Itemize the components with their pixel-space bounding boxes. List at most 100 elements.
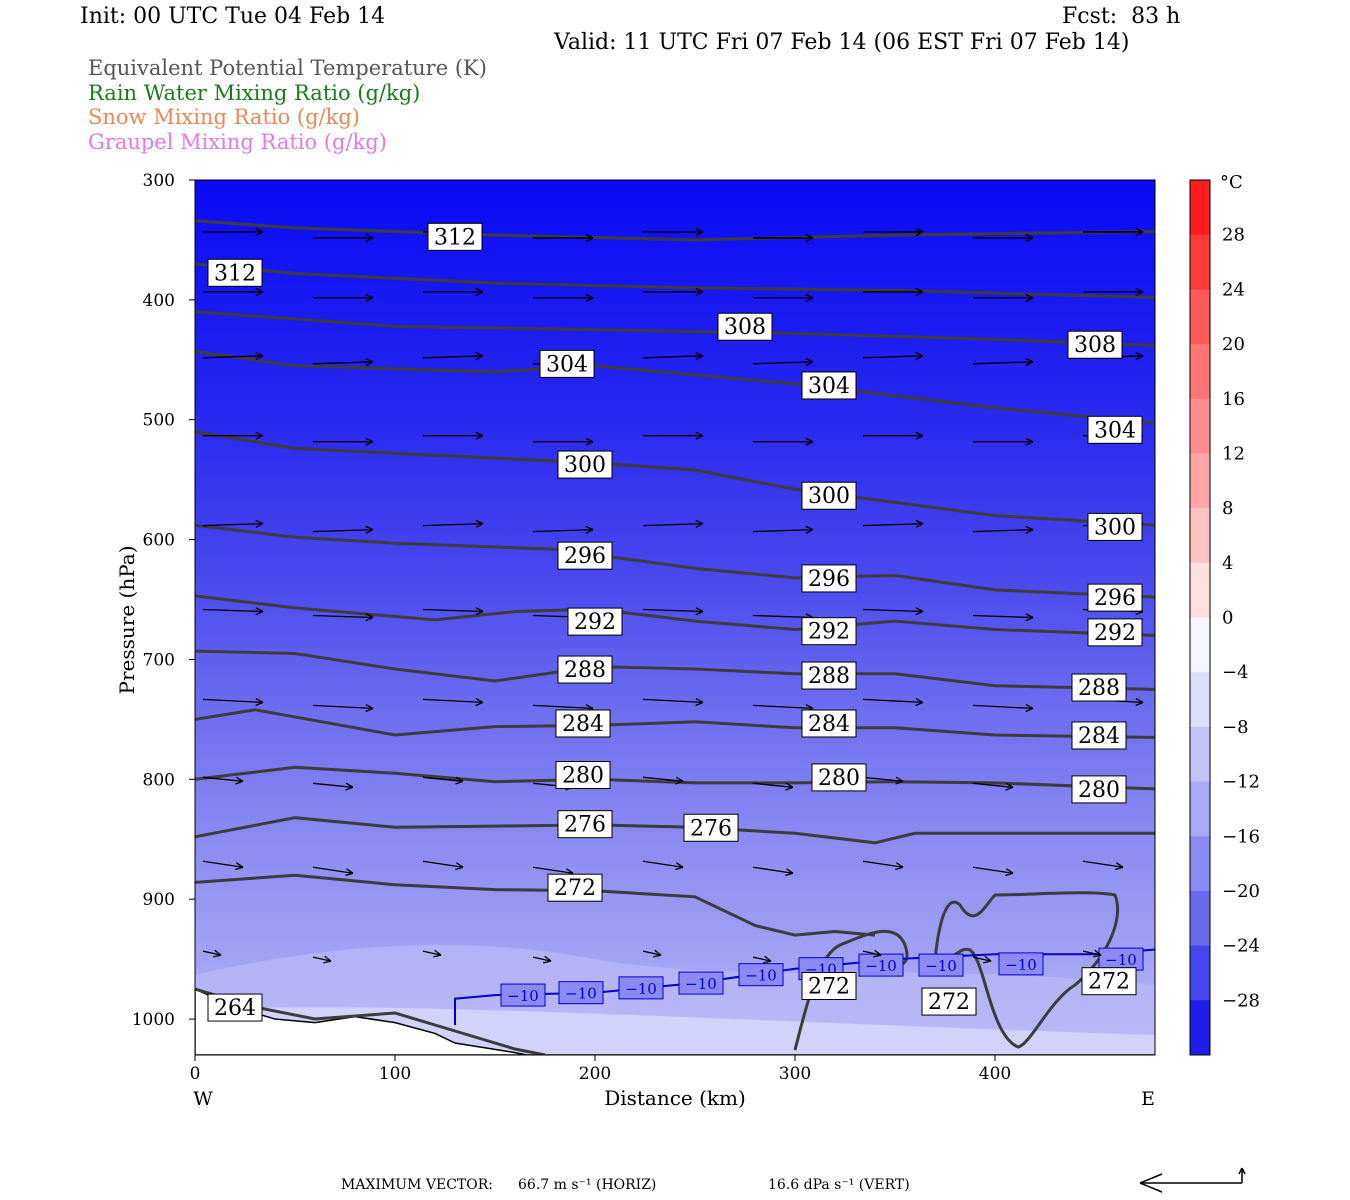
wind-vector bbox=[312, 782, 354, 791]
max-vector-horiz: 66.7 m s⁻¹ (HORIZ) bbox=[518, 1177, 657, 1193]
wind-vector bbox=[973, 437, 1034, 446]
wind-vector bbox=[752, 358, 814, 367]
wind-vector bbox=[202, 949, 222, 958]
theta-e-contour-272-closed bbox=[933, 891, 1120, 1049]
wind-vector bbox=[862, 698, 924, 707]
x-tick-label: 200 bbox=[579, 1064, 611, 1084]
theta-e-contour-300 bbox=[195, 430, 1155, 527]
svg-text:284: 284 bbox=[1078, 724, 1120, 749]
svg-text:−10: −10 bbox=[1105, 951, 1137, 969]
wind-vector bbox=[202, 519, 264, 528]
east-label: E bbox=[1141, 1088, 1155, 1110]
theta-e-contour-312 bbox=[195, 262, 1155, 299]
svg-text:−10: −10 bbox=[865, 957, 897, 975]
x-tick-label: 300 bbox=[779, 1064, 811, 1084]
svg-text:280: 280 bbox=[818, 766, 860, 791]
wind-vector bbox=[862, 352, 924, 361]
contour-label-280: 280 bbox=[555, 761, 611, 790]
wind-vector bbox=[422, 352, 484, 361]
colorbar-tick-label: 28 bbox=[1222, 225, 1245, 246]
colorbar-unit: °C bbox=[1220, 172, 1243, 193]
contour-label-304: 304 bbox=[539, 349, 595, 378]
colorbar-tick-label: 20 bbox=[1222, 334, 1245, 355]
colorbar-segment bbox=[1190, 453, 1210, 509]
wind-vector bbox=[203, 227, 264, 236]
svg-text:−10: −10 bbox=[925, 957, 957, 975]
contour-label-312: 312 bbox=[207, 258, 263, 287]
wind-vector bbox=[312, 866, 354, 877]
colorbar-segment bbox=[1190, 180, 1210, 236]
y-tick-label: 400 bbox=[143, 291, 175, 311]
wind-vector bbox=[202, 698, 264, 707]
wind-vector bbox=[863, 431, 924, 440]
wind-vector bbox=[753, 437, 814, 446]
wind-vector bbox=[203, 287, 264, 296]
colorbar-frame bbox=[1189, 179, 1211, 1056]
wind-vector bbox=[1082, 860, 1124, 871]
colorbar-tick-label: 8 bbox=[1222, 498, 1233, 519]
svg-text:264: 264 bbox=[214, 996, 256, 1021]
colorbar-tick-label: −4 bbox=[1222, 662, 1249, 683]
contour-label-296: 296 bbox=[801, 564, 857, 593]
valid-time: Valid: 11 UTC Fri 07 Feb 14 (06 EST Fri … bbox=[554, 30, 1130, 55]
svg-text:284: 284 bbox=[808, 712, 850, 737]
contour-label-284: 284 bbox=[801, 709, 857, 738]
theta-e-contour-284 bbox=[195, 708, 1155, 739]
svg-text:280: 280 bbox=[562, 764, 604, 789]
wind-vector bbox=[642, 352, 704, 361]
wind-vector bbox=[533, 233, 594, 242]
x-tick-label: 400 bbox=[979, 1064, 1011, 1084]
wind-vector bbox=[203, 431, 264, 440]
contour-label-284: 284 bbox=[555, 709, 611, 738]
forecast-hour: Fcst: 83 h bbox=[1062, 4, 1181, 29]
colorbar-tick-label: 12 bbox=[1222, 443, 1245, 464]
wind-vector bbox=[202, 860, 244, 871]
y-tick-label: 700 bbox=[143, 650, 175, 670]
wind-vector bbox=[973, 233, 1034, 242]
y-tick-label: 300 bbox=[143, 171, 175, 191]
isotherm-label: −10 bbox=[500, 983, 546, 1007]
theta-e-contour-296 bbox=[195, 523, 1155, 599]
contour-label-300: 300 bbox=[557, 450, 613, 479]
svg-text:308: 308 bbox=[1074, 333, 1116, 358]
svg-text:−10: −10 bbox=[507, 987, 539, 1005]
wind-vector bbox=[312, 613, 374, 622]
isotherm-label: −10 bbox=[858, 953, 904, 977]
contour-label-272: 272 bbox=[547, 873, 603, 902]
contour-label-288: 288 bbox=[557, 655, 613, 684]
wind-vector bbox=[533, 437, 594, 446]
wind-vector bbox=[422, 607, 484, 616]
svg-text:272: 272 bbox=[554, 876, 596, 901]
contour-label-272: 272 bbox=[921, 987, 977, 1016]
contour-label-296: 296 bbox=[1087, 583, 1143, 612]
wind-vector bbox=[752, 782, 794, 791]
theta-e-contour-272 bbox=[195, 873, 876, 937]
svg-text:288: 288 bbox=[1078, 676, 1120, 701]
wind-vector bbox=[753, 293, 814, 302]
wind-vector bbox=[752, 525, 814, 534]
contour-label-292: 292 bbox=[1087, 618, 1143, 647]
svg-text:292: 292 bbox=[574, 610, 616, 635]
colorbar-tick-label: −24 bbox=[1222, 936, 1260, 957]
wind-vector bbox=[862, 949, 882, 958]
svg-text:276: 276 bbox=[690, 816, 732, 841]
svg-text:300: 300 bbox=[1094, 515, 1136, 540]
wind-vector bbox=[753, 233, 814, 242]
legend-snow: Snow Mixing Ratio (g/kg) bbox=[88, 105, 360, 129]
wind-vector bbox=[422, 860, 464, 871]
isotherm-label: −10 bbox=[738, 963, 784, 987]
wind-vector bbox=[313, 293, 374, 302]
y-tick-label: 900 bbox=[143, 890, 175, 910]
plot-frame bbox=[194, 179, 1156, 1056]
svg-text:−10: −10 bbox=[745, 967, 777, 985]
wind-vector bbox=[422, 698, 484, 707]
wind-vector bbox=[532, 525, 594, 534]
wind-vector bbox=[202, 776, 244, 785]
theta-e-contour-308 bbox=[195, 310, 1155, 347]
colorbar-tick-label: −12 bbox=[1222, 772, 1260, 793]
west-label: W bbox=[193, 1088, 213, 1110]
isotherm-label: −10 bbox=[998, 952, 1044, 976]
wind-vector bbox=[202, 352, 264, 361]
legend-theta-e: Equivalent Potential Temperature (K) bbox=[88, 56, 487, 80]
colorbar-segment bbox=[1190, 617, 1210, 673]
